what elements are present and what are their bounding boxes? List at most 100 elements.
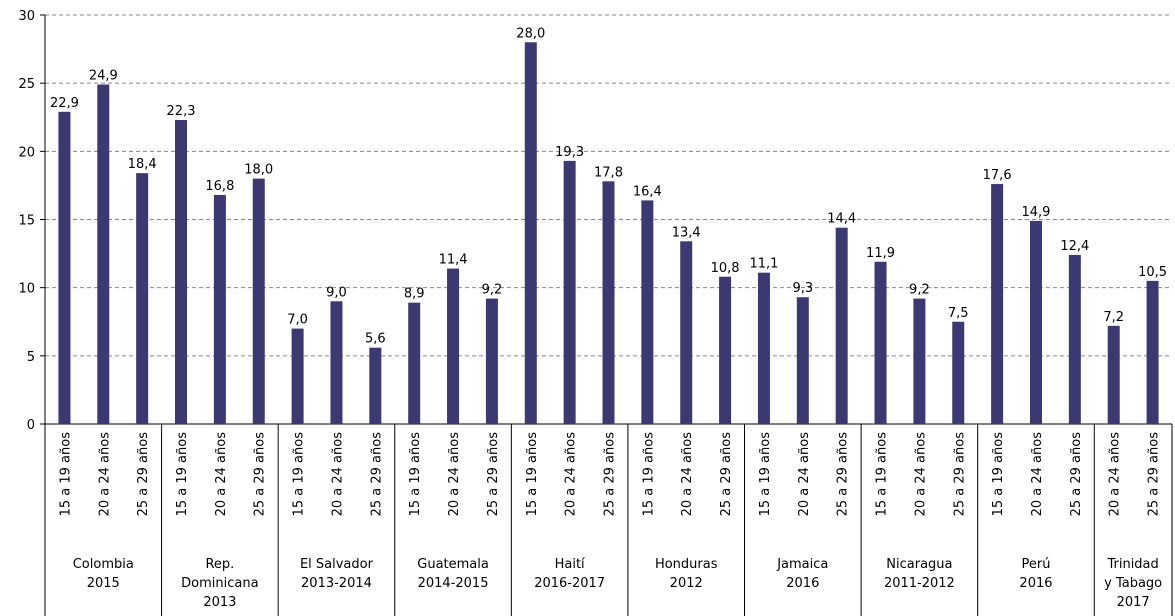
bar xyxy=(175,119,188,424)
x-tick-label: 15 a 19 años xyxy=(175,432,190,517)
x-tick-label: 15 a 19 años xyxy=(408,432,423,517)
value-label: 17,6 xyxy=(983,168,1012,183)
group-label: 2015 xyxy=(87,576,120,591)
x-tick-label: 25 a 29 años xyxy=(486,432,501,517)
x-tick-label: 20 a 24 años xyxy=(97,432,112,517)
group-label: Colombia xyxy=(73,557,134,572)
value-label: 5,6 xyxy=(365,332,386,347)
x-tick-label: 20 a 24 años xyxy=(447,432,462,517)
value-label: 14,9 xyxy=(1022,205,1051,220)
value-label: 11,9 xyxy=(866,246,895,261)
value-label: 28,0 xyxy=(516,26,545,41)
bar xyxy=(291,328,304,424)
value-label: 16,8 xyxy=(205,179,234,194)
y-tick-label: 25 xyxy=(18,77,35,92)
group-label: Honduras xyxy=(655,557,718,572)
bar xyxy=(330,301,343,424)
x-tick-label: 15 a 19 años xyxy=(292,432,307,517)
group-label: 2014-2015 xyxy=(418,576,489,591)
y-tick-label: 30 xyxy=(18,9,35,24)
bar xyxy=(563,160,576,425)
group-label: 2013 xyxy=(203,595,236,610)
bar xyxy=(369,347,382,424)
bar xyxy=(835,227,848,424)
value-label: 22,3 xyxy=(167,104,196,119)
group-label: 2016-2017 xyxy=(534,576,605,591)
value-label: 14,4 xyxy=(827,212,856,227)
value-label: 12,4 xyxy=(1060,239,1089,254)
x-tick-label: 15 a 19 años xyxy=(641,432,656,517)
x-tick-label: 20 a 24 años xyxy=(564,432,579,517)
bar xyxy=(641,200,654,424)
x-tick-label: 15 a 19 años xyxy=(525,432,540,517)
x-tick-label: 25 a 29 años xyxy=(136,432,151,517)
bar xyxy=(136,173,149,424)
bar xyxy=(213,194,226,424)
y-tick-label: 10 xyxy=(18,282,35,297)
x-tick-label: 20 a 24 años xyxy=(913,432,928,517)
bar xyxy=(447,268,460,424)
bar xyxy=(58,111,71,425)
y-tick-label: 0 xyxy=(27,418,35,433)
y-tick-label: 5 xyxy=(27,350,35,365)
bar xyxy=(524,42,537,425)
x-tick-label: 25 a 29 años xyxy=(952,432,967,517)
group-label: Haití xyxy=(555,557,585,572)
value-label: 7,2 xyxy=(1103,310,1124,325)
value-label: 7,0 xyxy=(287,313,308,328)
bar xyxy=(913,298,926,424)
group-label: 2011-2012 xyxy=(884,576,955,591)
bar xyxy=(796,297,809,424)
value-label: 9,3 xyxy=(792,281,813,296)
x-tick-label: 20 a 24 años xyxy=(214,432,229,517)
value-label: 13,4 xyxy=(672,225,701,240)
value-label: 10,8 xyxy=(711,261,740,276)
group-label: 2017 xyxy=(1117,595,1150,610)
value-label: 16,4 xyxy=(633,184,662,199)
bar xyxy=(874,261,887,424)
bar xyxy=(952,321,965,424)
group-label: Nicaragua xyxy=(886,557,952,572)
value-label: 24,9 xyxy=(89,69,118,84)
x-tick-label: 20 a 24 años xyxy=(797,432,812,517)
value-label: 8,9 xyxy=(404,287,425,302)
x-tick-label: 15 a 19 años xyxy=(875,432,890,517)
bar xyxy=(602,181,615,424)
group-label: 2013-2014 xyxy=(301,576,372,591)
x-tick-label: 25 a 29 años xyxy=(719,432,734,517)
group-label: 2012 xyxy=(670,576,703,591)
value-label: 11,1 xyxy=(749,257,778,272)
value-label: 22,9 xyxy=(50,96,79,111)
group-label: y Tabago xyxy=(1104,576,1162,591)
bar xyxy=(1146,280,1159,424)
x-tick-label: 25 a 29 años xyxy=(603,432,618,517)
bar xyxy=(1068,254,1081,424)
x-tick-label: 25 a 29 años xyxy=(836,432,851,517)
y-tick-label: 15 xyxy=(18,214,35,229)
x-tick-label: 25 a 29 años xyxy=(369,432,384,517)
bar xyxy=(1107,325,1120,424)
x-tick-label: 15 a 19 años xyxy=(991,432,1006,517)
y-tick-label: 20 xyxy=(18,145,35,160)
x-tick-label: 20 a 24 años xyxy=(330,432,345,517)
value-label: 9,2 xyxy=(482,283,503,298)
value-label: 10,5 xyxy=(1138,265,1167,280)
x-tick-label: 20 a 24 años xyxy=(1030,432,1045,517)
value-label: 9,0 xyxy=(326,285,347,300)
value-label: 18,4 xyxy=(128,157,157,172)
value-label: 9,2 xyxy=(909,283,930,298)
group-label: 2016 xyxy=(786,576,819,591)
bar xyxy=(757,272,770,424)
group-label: Guatemala xyxy=(417,557,489,572)
x-tick-label: 20 a 24 años xyxy=(1108,432,1123,517)
value-label: 18,0 xyxy=(244,163,273,178)
value-label: 17,8 xyxy=(594,165,623,180)
x-tick-label: 25 a 29 años xyxy=(253,432,268,517)
bar xyxy=(97,84,110,424)
bar xyxy=(252,178,265,424)
bar xyxy=(991,184,1004,424)
value-label: 7,5 xyxy=(948,306,969,321)
group-label: Jamaica xyxy=(776,557,828,572)
group-label: Dominicana xyxy=(181,576,258,591)
